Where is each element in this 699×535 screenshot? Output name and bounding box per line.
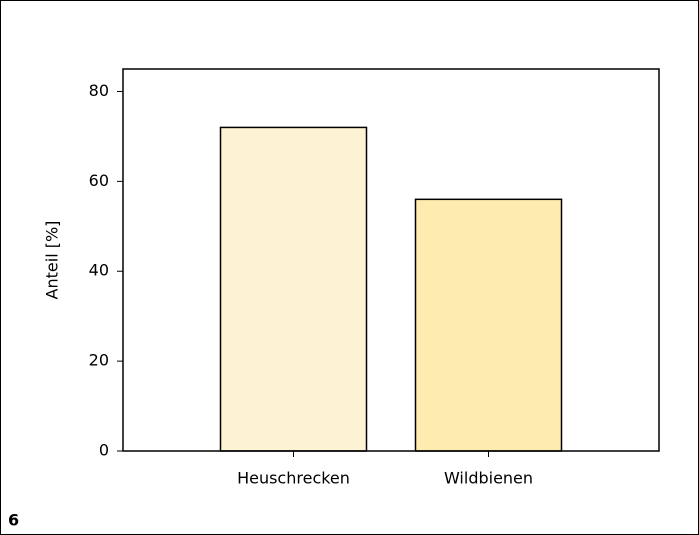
y-tick-label: 0 [99, 441, 109, 460]
plot-frame [122, 68, 660, 452]
y-tick-label: 60 [89, 171, 109, 190]
figure-label: 6 [8, 511, 19, 530]
y-tick-label: 40 [89, 261, 109, 280]
bar [219, 126, 368, 452]
y-tick-label: 20 [89, 351, 109, 370]
bar [414, 198, 563, 452]
y-axis-label: Anteil [%] [43, 221, 62, 300]
x-tick-label: Heuschrecken [237, 469, 350, 488]
y-tick-label: 80 [89, 81, 109, 100]
x-tick-label: Wildbienen [444, 469, 533, 488]
